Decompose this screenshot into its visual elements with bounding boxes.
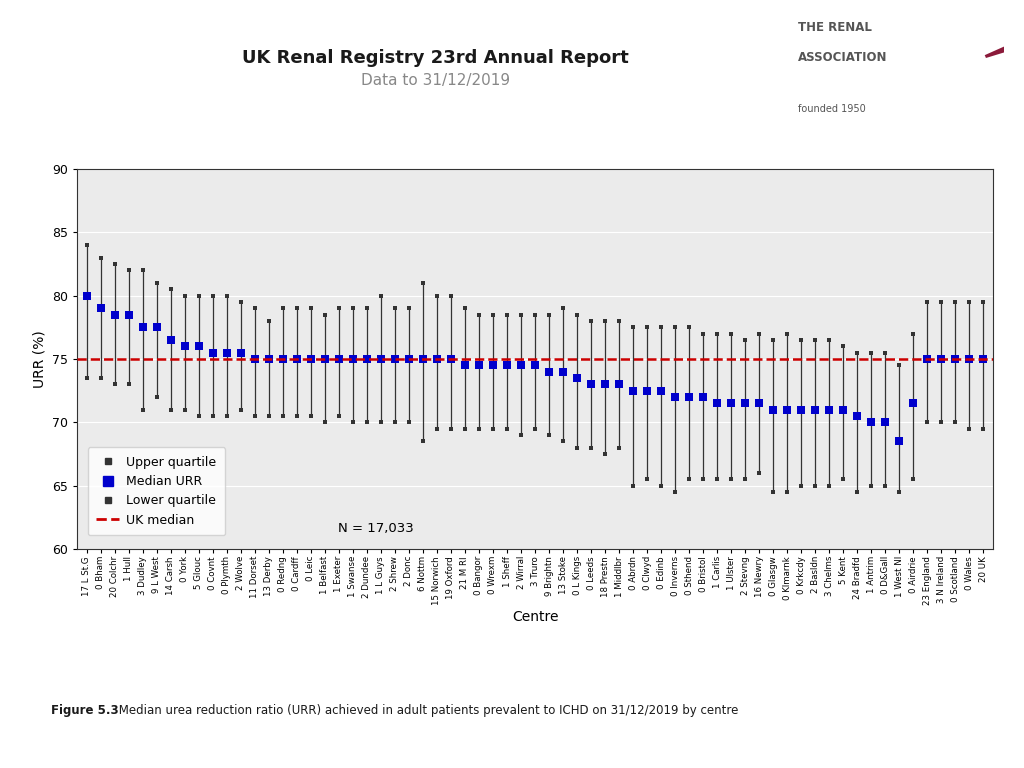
Legend: Upper quartile, Median URR, Lower quartile, UK median: Upper quartile, Median URR, Lower quarti… (88, 447, 225, 535)
Text: THE RENAL: THE RENAL (798, 21, 871, 34)
Wedge shape (962, 37, 1024, 65)
Text: UK Renal Registry 23rd Annual Report: UK Renal Registry 23rd Annual Report (242, 48, 629, 67)
Text: Data to 31/12/2019: Data to 31/12/2019 (360, 73, 510, 88)
Y-axis label: URR (%): URR (%) (32, 330, 46, 388)
Text: Median urea reduction ratio (URR) achieved in adult patients prevalent to ICHD o: Median urea reduction ratio (URR) achiev… (115, 704, 738, 717)
Text: ASSOCIATION: ASSOCIATION (798, 51, 888, 64)
Text: N = 17,033: N = 17,033 (338, 521, 414, 535)
Text: Figure 5.3: Figure 5.3 (51, 704, 119, 717)
Wedge shape (903, 40, 987, 84)
Text: founded 1950: founded 1950 (798, 104, 865, 114)
X-axis label: Centre: Centre (512, 611, 558, 624)
